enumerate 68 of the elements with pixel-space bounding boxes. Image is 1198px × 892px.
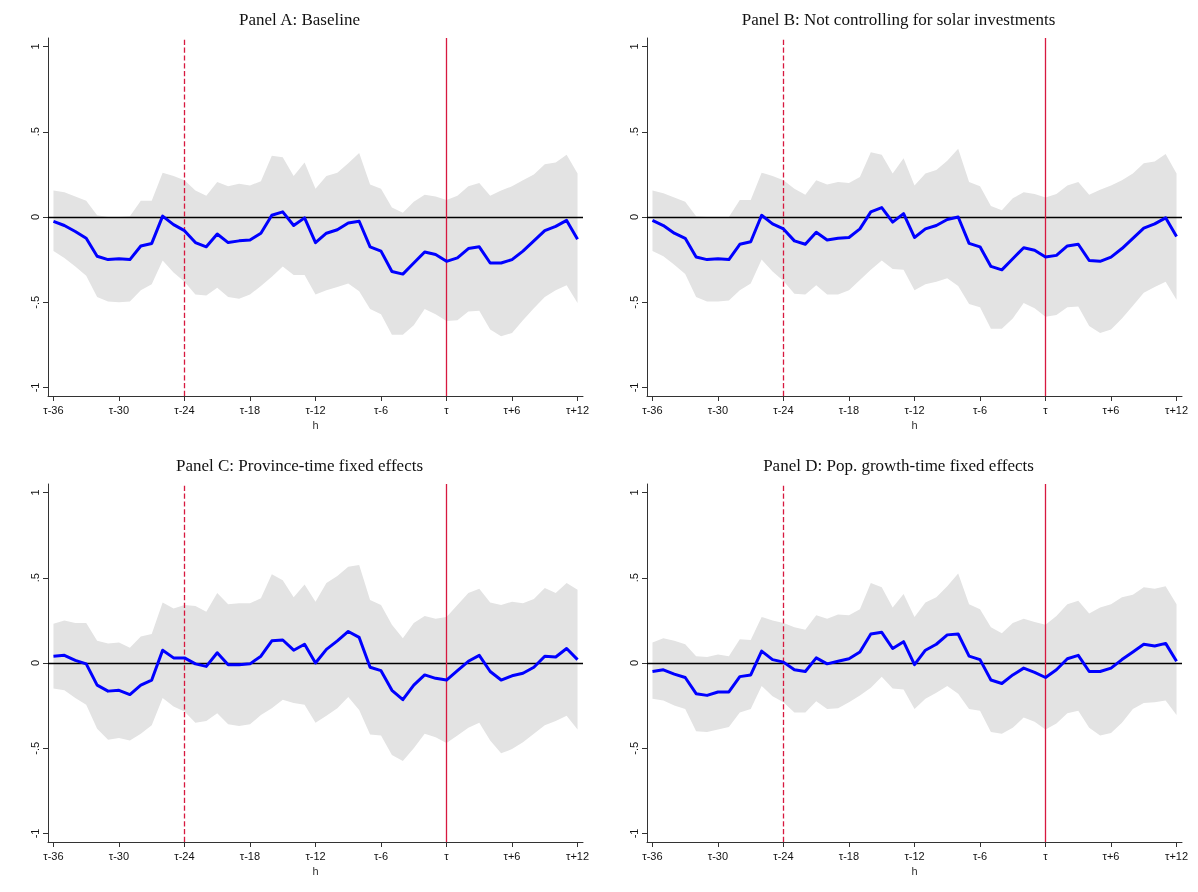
y-tick-label: 0 xyxy=(627,659,640,667)
y-tick-label: -1 xyxy=(28,828,41,839)
x-tick-label: τ-18 xyxy=(838,403,860,416)
y-tick-label: 1 xyxy=(28,489,41,496)
x-tick-label: τ xyxy=(1043,403,1049,416)
x-tick-label: τ-24 xyxy=(773,849,794,862)
y-tick-label: -1 xyxy=(28,382,41,393)
line-series xyxy=(51,629,580,702)
chart-title: Panel A: Baseline xyxy=(239,10,360,29)
x-tick-label: τ-6 xyxy=(373,403,389,416)
y-tick-label: .5 xyxy=(28,573,41,583)
x-tick-label: τ+12 xyxy=(1165,403,1189,416)
x-axis-title: h xyxy=(911,419,918,432)
y-tick-label: .5 xyxy=(627,573,640,583)
x-tick-label: τ+6 xyxy=(1102,849,1120,862)
x-tick-label: τ+12 xyxy=(1165,849,1189,862)
x-tick-label: τ-36 xyxy=(43,403,64,416)
x-axis-title: h xyxy=(312,419,319,432)
x-tick-label: τ+12 xyxy=(566,849,590,862)
y-tick-label: 0 xyxy=(627,213,640,221)
x-tick-label: τ-18 xyxy=(239,849,261,862)
y-tick-label: 1 xyxy=(28,43,41,50)
chart-title: Panel B: Not controlling for solar investments xyxy=(741,10,1056,29)
y-tick-label: -.5 xyxy=(627,295,640,309)
x-tick-label: τ-30 xyxy=(108,403,130,416)
x-axis-title: h xyxy=(312,865,319,878)
y-tick-label: 0 xyxy=(28,659,41,667)
x-axis-title: h xyxy=(911,865,918,878)
x-tick-label: τ-36 xyxy=(642,403,663,416)
x-tick-label: τ-12 xyxy=(305,403,326,416)
x-tick-label: τ-36 xyxy=(642,849,663,862)
x-tick-label: τ-24 xyxy=(174,849,195,862)
x-tick-label: τ-12 xyxy=(305,849,326,862)
x-tick-label: τ-6 xyxy=(972,403,988,416)
x-tick-label: τ-24 xyxy=(773,403,794,416)
chart-title: Panel C: Province-time fixed effects xyxy=(175,456,424,475)
y-tick-label: 1 xyxy=(627,489,640,496)
y-tick-label: .5 xyxy=(28,127,41,137)
y-tick-label: -1 xyxy=(627,828,640,839)
x-tick-label: τ-36 xyxy=(43,849,64,862)
x-tick-label: τ-12 xyxy=(904,403,925,416)
line-series xyxy=(650,206,1179,272)
x-tick-label: τ xyxy=(444,403,450,416)
y-tick-label: 1 xyxy=(627,43,640,50)
x-tick-label: τ-30 xyxy=(707,849,729,862)
x-tick-label: τ+6 xyxy=(503,403,521,416)
y-tick-label: -1 xyxy=(627,382,640,393)
y-tick-label: .5 xyxy=(627,127,640,137)
y-tick-label: -.5 xyxy=(28,295,41,309)
x-tick-label: τ+6 xyxy=(1102,403,1120,416)
x-tick-label: τ-24 xyxy=(174,403,195,416)
x-tick-label: τ+12 xyxy=(566,403,590,416)
y-tick-label: -.5 xyxy=(627,741,640,755)
x-tick-label: τ xyxy=(444,849,450,862)
x-tick-label: τ-30 xyxy=(707,403,729,416)
y-tick-label: 0 xyxy=(28,213,41,221)
line-series xyxy=(650,630,1179,697)
x-tick-label: τ-12 xyxy=(904,849,925,862)
x-tick-label: τ-30 xyxy=(108,849,130,862)
x-tick-label: τ-6 xyxy=(373,849,389,862)
x-tick-label: τ-18 xyxy=(838,849,860,862)
x-tick-label: τ xyxy=(1043,849,1049,862)
chart-title: Panel D: Pop. growth-time fixed effects xyxy=(763,456,1034,475)
x-tick-label: τ+6 xyxy=(503,849,521,862)
x-tick-label: τ-18 xyxy=(239,403,261,416)
line-series xyxy=(51,210,580,276)
y-tick-label: -.5 xyxy=(28,741,41,755)
x-tick-label: τ-6 xyxy=(972,849,988,862)
